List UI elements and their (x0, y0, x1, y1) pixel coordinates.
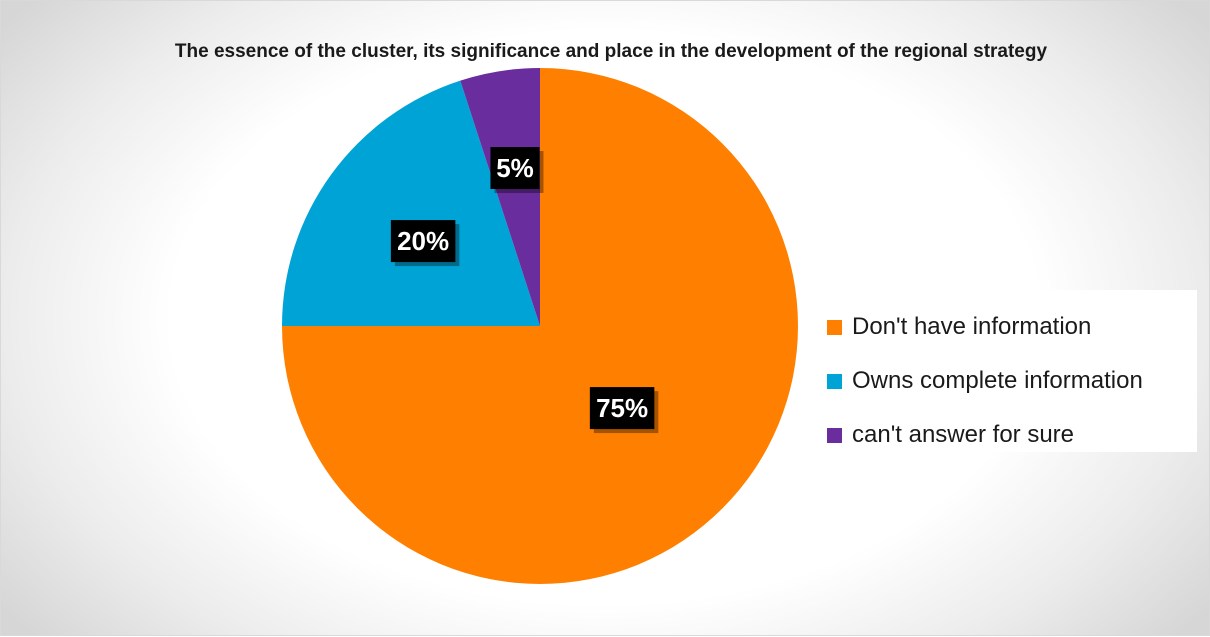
legend: Don't have information Owns complete info… (809, 290, 1197, 452)
data-label-text-1: 20% (397, 226, 449, 256)
data-label-text-2: 5% (496, 153, 534, 183)
data-label-box-2 (490, 147, 540, 190)
data-label-0: 75% (589, 387, 659, 434)
data-label-2: 5% (490, 147, 544, 194)
legend-item-0: Don't have information (827, 300, 1197, 354)
chart-title: The essence of the cluster, its signific… (174, 41, 1048, 62)
legend-label-1: Owns complete information (852, 367, 1143, 394)
data-labels: 75% 20% 5% (390, 147, 659, 434)
legend-item-2: can't answer for sure (827, 408, 1197, 462)
legend-label-0: Don't have information (852, 313, 1092, 340)
data-label-text-0: 75% (596, 393, 648, 423)
pie-slices (282, 68, 798, 584)
pie-slice-2 (460, 68, 540, 326)
legend-swatch-2 (827, 427, 842, 443)
data-label-1: 20% (390, 220, 460, 267)
legend-item-1: Owns complete information (827, 354, 1197, 408)
data-label-box-1 (390, 220, 456, 263)
legend-label-2: can't answer for sure (852, 421, 1075, 448)
legend-swatch-0 (827, 319, 842, 335)
pie-slice-1 (282, 80, 540, 327)
data-label-box-0 (589, 387, 655, 430)
legend-swatch-1 (827, 373, 842, 389)
